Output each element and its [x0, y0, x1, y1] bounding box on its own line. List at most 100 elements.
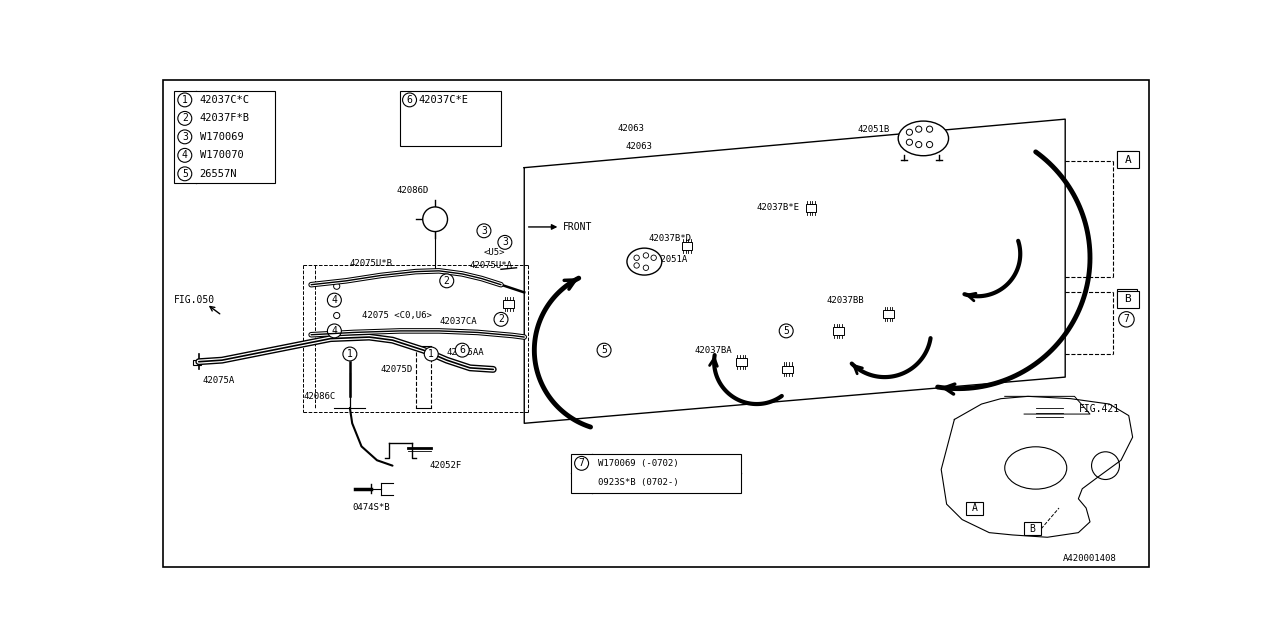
Circle shape	[906, 129, 913, 135]
Circle shape	[477, 224, 492, 237]
Text: 42075AA: 42075AA	[447, 348, 484, 357]
Circle shape	[915, 141, 922, 148]
Text: 4: 4	[332, 295, 338, 305]
Ellipse shape	[899, 121, 948, 156]
Text: FIG.421: FIG.421	[1078, 404, 1120, 415]
Text: B: B	[1029, 524, 1036, 534]
Bar	[833, 327, 844, 335]
Text: 42075U*B: 42075U*B	[349, 259, 393, 268]
Circle shape	[178, 111, 192, 125]
Text: 7: 7	[579, 458, 585, 468]
Text: W170069 (-0702): W170069 (-0702)	[598, 459, 678, 468]
Bar	[1024, 522, 1041, 535]
Text: 0474S*B: 0474S*B	[352, 504, 390, 513]
Text: FRONT: FRONT	[529, 222, 593, 232]
Text: 42075A: 42075A	[202, 376, 234, 385]
Circle shape	[644, 253, 649, 258]
Bar	[1117, 291, 1139, 308]
Circle shape	[456, 343, 470, 357]
Text: 42086D: 42086D	[397, 186, 429, 195]
Circle shape	[575, 456, 589, 470]
Text: B: B	[1124, 291, 1129, 301]
Text: 2: 2	[498, 314, 504, 324]
Text: 42037C*E: 42037C*E	[419, 95, 468, 105]
Ellipse shape	[627, 248, 662, 275]
Text: A: A	[1125, 155, 1132, 165]
Bar	[966, 502, 983, 515]
Text: 42086C: 42086C	[303, 392, 335, 401]
Circle shape	[424, 347, 438, 361]
Text: 42075U*A: 42075U*A	[470, 261, 513, 270]
Text: 4: 4	[182, 150, 188, 161]
Circle shape	[915, 126, 922, 132]
Circle shape	[334, 312, 339, 319]
Bar	[883, 310, 893, 318]
Text: 6: 6	[460, 345, 465, 355]
Text: 26557N: 26557N	[200, 169, 237, 179]
Circle shape	[780, 324, 794, 338]
Text: 42037BB: 42037BB	[827, 296, 864, 305]
Circle shape	[178, 93, 192, 107]
Text: 3: 3	[502, 237, 508, 247]
Text: 7: 7	[1124, 314, 1129, 324]
Text: 5: 5	[783, 326, 790, 336]
Text: 5: 5	[182, 169, 188, 179]
Text: 3: 3	[481, 226, 486, 236]
Bar	[681, 243, 692, 250]
Text: 42075D: 42075D	[381, 365, 413, 374]
Text: 42051B: 42051B	[858, 125, 890, 134]
Text: 1: 1	[182, 95, 188, 105]
Circle shape	[1119, 312, 1134, 327]
Text: 6: 6	[407, 95, 412, 105]
Circle shape	[403, 93, 416, 107]
Text: 3: 3	[182, 132, 188, 142]
Text: 42051A: 42051A	[657, 255, 689, 264]
Text: 42075 <C0,U6>: 42075 <C0,U6>	[361, 311, 431, 320]
Circle shape	[498, 236, 512, 249]
Text: A: A	[1120, 159, 1125, 168]
Circle shape	[927, 141, 933, 148]
Circle shape	[178, 130, 192, 144]
Circle shape	[644, 265, 649, 271]
Bar	[174, 91, 275, 183]
Text: 42037BA: 42037BA	[695, 346, 732, 355]
Circle shape	[328, 293, 342, 307]
Circle shape	[927, 126, 933, 132]
Circle shape	[178, 167, 192, 180]
Text: <U5>: <U5>	[484, 248, 506, 257]
Text: 42037B*D: 42037B*D	[648, 234, 691, 243]
Bar	[193, 360, 201, 365]
Circle shape	[328, 324, 342, 338]
Text: 42052F: 42052F	[430, 461, 462, 470]
Circle shape	[334, 283, 339, 289]
Circle shape	[178, 148, 192, 163]
Circle shape	[494, 312, 508, 326]
Text: 5: 5	[602, 345, 607, 355]
Text: 2: 2	[182, 113, 188, 124]
Circle shape	[906, 139, 913, 145]
Circle shape	[343, 347, 357, 361]
Bar	[782, 365, 794, 373]
Bar	[805, 204, 817, 212]
Text: A420001408: A420001408	[1062, 554, 1116, 563]
Circle shape	[634, 263, 639, 268]
Text: A: A	[972, 503, 978, 513]
Text: 42037F*B: 42037F*B	[200, 113, 250, 124]
Text: W170069: W170069	[200, 132, 243, 142]
Circle shape	[422, 207, 448, 232]
Text: B: B	[1125, 294, 1132, 305]
Text: 42037CA: 42037CA	[439, 317, 476, 326]
Text: 42037B*E: 42037B*E	[756, 203, 800, 212]
Text: FIG.050: FIG.050	[174, 295, 215, 305]
Circle shape	[652, 255, 657, 260]
Circle shape	[596, 343, 611, 357]
Circle shape	[440, 274, 453, 288]
Bar	[503, 300, 515, 308]
Text: 2: 2	[444, 276, 449, 286]
Text: A: A	[1124, 154, 1129, 164]
Text: 4: 4	[332, 326, 338, 336]
Bar	[571, 454, 741, 493]
Text: W170070: W170070	[200, 150, 243, 161]
Text: 1: 1	[429, 349, 434, 359]
Circle shape	[634, 255, 639, 260]
